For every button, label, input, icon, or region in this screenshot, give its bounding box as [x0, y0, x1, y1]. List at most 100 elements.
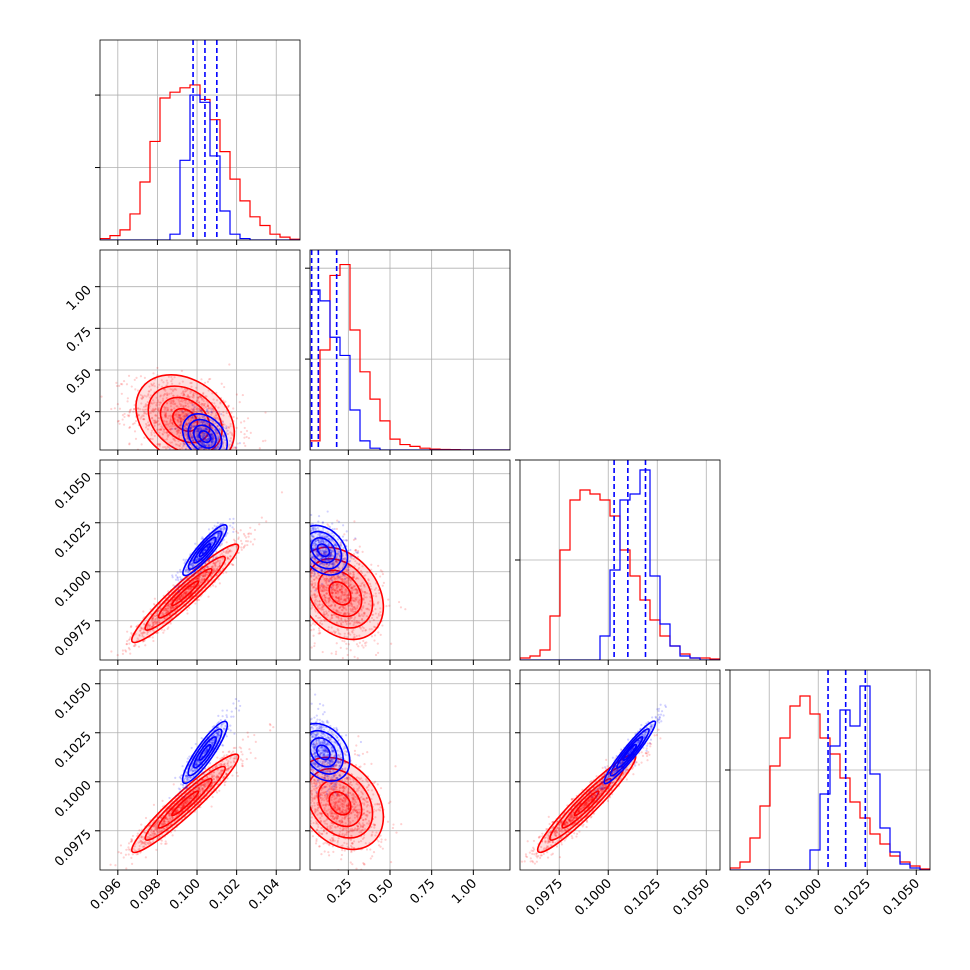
sample-point: [337, 632, 340, 635]
sample-point: [164, 617, 167, 620]
sample-point: [374, 612, 377, 615]
sample-point: [214, 446, 217, 449]
sample-point: [140, 627, 143, 630]
sample-point: [314, 614, 318, 618]
sample-point: [191, 435, 194, 438]
sample-point: [170, 380, 173, 383]
sample-point: [142, 451, 144, 453]
sample-point: [152, 639, 155, 643]
sample-point: [201, 441, 204, 445]
sample-point: [222, 410, 225, 414]
sample-point: [182, 405, 185, 408]
sample-point: [154, 620, 157, 623]
sample-point: [216, 536, 219, 539]
sample-point: [202, 577, 205, 580]
sample-point: [364, 592, 367, 595]
sample-point: [153, 422, 156, 425]
sample-point: [321, 589, 324, 592]
sample-point: [248, 532, 251, 535]
sample-point: [210, 410, 214, 413]
sample-point: [169, 605, 172, 608]
sample-point: [143, 418, 146, 421]
sample-point: [150, 626, 154, 629]
sample-point: [189, 389, 192, 393]
sample-point: [322, 612, 325, 615]
sample-point: [335, 621, 339, 624]
sample-point: [194, 452, 196, 454]
sample-point: [201, 567, 204, 570]
sample-point: [361, 565, 364, 568]
sample-point: [221, 451, 223, 453]
sample-point: [174, 387, 177, 391]
sample-point: [126, 414, 129, 417]
sample-point: [329, 599, 332, 602]
sample-point: [222, 451, 224, 453]
sample-point: [306, 624, 308, 626]
sample-point: [164, 413, 167, 417]
sample-point: [198, 578, 201, 581]
sample-point: [166, 609, 170, 612]
sample-point: [326, 530, 329, 534]
sample-point: [201, 552, 204, 555]
sample-point: [170, 408, 173, 412]
sample-point: [173, 585, 176, 588]
sample-point: [206, 566, 209, 569]
sample-point: [199, 396, 203, 399]
sample-point: [216, 424, 219, 428]
sample-point: [203, 450, 205, 452]
sample-point: [176, 394, 179, 397]
sample-point: [208, 452, 210, 454]
sample-point: [379, 614, 383, 617]
sample-point: [191, 425, 195, 428]
sample-point: [215, 556, 218, 560]
sample-point: [243, 534, 246, 537]
sample-point: [179, 422, 182, 425]
sample-point: [173, 427, 177, 431]
sample-point: [166, 604, 170, 608]
sample-point: [337, 597, 340, 600]
sample-point: [198, 598, 201, 602]
sample-point: [159, 394, 163, 397]
sample-point: [207, 445, 210, 448]
sample-point: [340, 585, 344, 588]
sample-point: [196, 558, 199, 561]
sample-point: [206, 380, 210, 383]
sample-point: [332, 583, 336, 587]
sample-point: [171, 423, 175, 426]
sample-point: [217, 534, 220, 538]
sample-point: [331, 581, 334, 584]
sample-point: [202, 392, 205, 396]
sample-point: [210, 433, 214, 436]
sample-point: [210, 440, 213, 443]
sample-point: [206, 438, 209, 441]
sample-point: [214, 451, 216, 453]
sample-point: [151, 409, 154, 412]
sample-point: [168, 607, 171, 611]
sample-point: [153, 615, 156, 618]
sample-point: [362, 639, 365, 643]
sample-point: [185, 568, 188, 572]
sample-point: [235, 530, 238, 533]
sample-point: [228, 549, 232, 552]
sample-point: [187, 418, 190, 421]
sample-point: [232, 528, 236, 531]
sample-point: [221, 557, 224, 560]
sample-point: [202, 420, 205, 424]
sample-point: [214, 429, 218, 433]
sample-point: [202, 436, 205, 439]
sample-point: [307, 608, 309, 610]
sample-point: [140, 402, 143, 405]
sample-point: [226, 547, 229, 551]
sample-point: [197, 438, 200, 441]
sample-point: [197, 451, 199, 453]
sample-point: [220, 527, 223, 530]
sample-point: [186, 412, 189, 415]
sample-point: [229, 555, 232, 558]
sample-point: [360, 582, 363, 585]
sample-point: [177, 436, 181, 439]
sample-point: [205, 547, 208, 550]
sample-point: [166, 627, 169, 631]
sample-point: [334, 604, 337, 607]
sample-point: [209, 430, 212, 433]
sample-point: [178, 382, 181, 385]
